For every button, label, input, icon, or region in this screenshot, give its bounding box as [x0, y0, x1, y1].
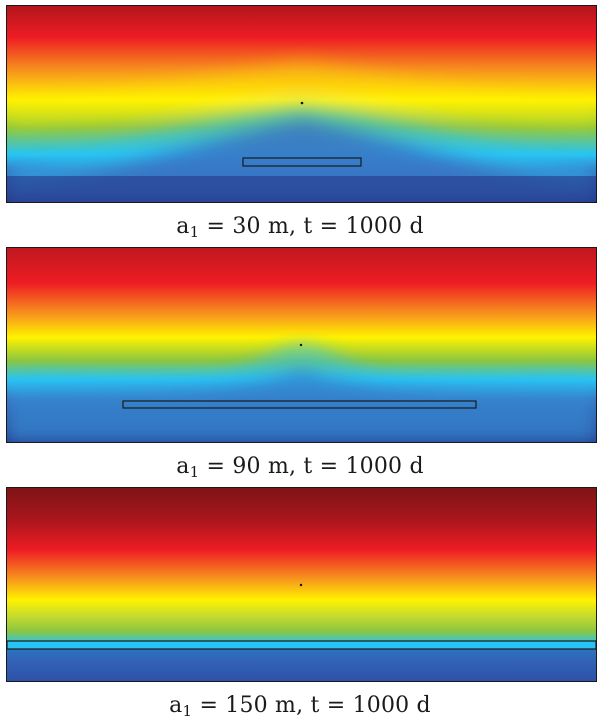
well-point [299, 343, 303, 347]
caption-1: a1 = 30 m, t = 1000 d [176, 214, 424, 241]
drain-outline [7, 640, 596, 650]
well-point [300, 101, 304, 105]
plume-bands [7, 343, 596, 442]
contour-panel-2 [6, 247, 597, 443]
drain-outline [122, 400, 477, 409]
contour-panel-3 [6, 487, 597, 682]
bottom-zone [7, 176, 596, 202]
caption-2: a1 = 90 m, t = 1000 d [176, 454, 424, 481]
well-point [299, 583, 303, 587]
contour-plot-2 [7, 248, 596, 442]
drain-outline [242, 157, 362, 167]
caption-3: a1 = 150 m, t = 1000 d [169, 693, 431, 720]
contour-panel-1 [6, 5, 597, 203]
bottom-zone [7, 649, 596, 681]
contour-plot-3 [7, 488, 596, 681]
contour-plot-1 [7, 6, 596, 202]
